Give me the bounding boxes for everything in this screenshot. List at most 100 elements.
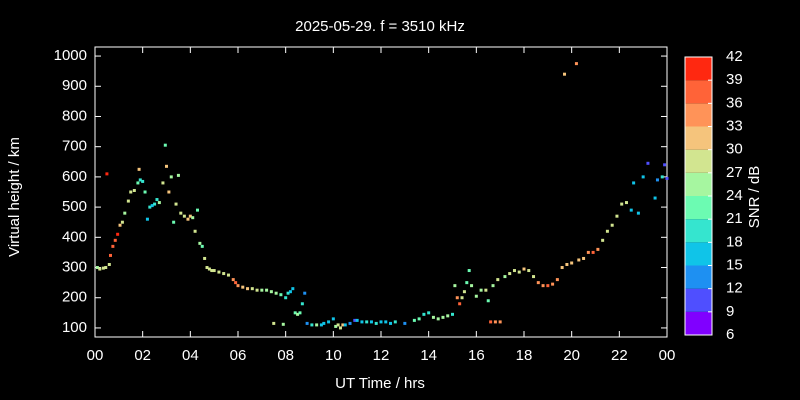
- data-point: [577, 258, 581, 262]
- data-point: [453, 284, 457, 288]
- data-point: [143, 190, 147, 194]
- data-point: [532, 275, 536, 279]
- data-point: [517, 270, 521, 274]
- data-point: [467, 269, 471, 273]
- x-tick-label: 06: [230, 347, 247, 364]
- colorbar-bin: [685, 172, 712, 196]
- colorbar-label: SNR / dB: [746, 166, 763, 229]
- data-point: [246, 287, 250, 291]
- colorbar-tick-label: 33: [726, 117, 743, 134]
- data-point: [198, 241, 202, 245]
- data-point: [145, 217, 149, 221]
- colorbar-tick-label: 12: [726, 280, 743, 297]
- data-point: [560, 266, 564, 270]
- data-point: [624, 201, 628, 205]
- data-point: [441, 315, 445, 319]
- data-point: [427, 311, 431, 315]
- data-point: [118, 223, 122, 227]
- colorbar-tick-label: 21: [726, 210, 743, 227]
- data-point: [431, 315, 435, 319]
- data-point: [512, 269, 516, 273]
- data-point: [101, 266, 105, 270]
- colorbar-tick-label: 6: [726, 326, 734, 343]
- x-tick-label: 02: [134, 347, 151, 364]
- colorbar-bin: [685, 242, 712, 266]
- x-tick-label: 20: [563, 347, 580, 364]
- data-point: [486, 299, 490, 303]
- data-point: [193, 229, 197, 233]
- data-point: [374, 321, 378, 325]
- data-point: [281, 322, 285, 326]
- data-point: [417, 317, 421, 321]
- data-point: [665, 176, 669, 180]
- x-tick-label: 10: [325, 347, 342, 364]
- y-tick-label: 1000: [54, 47, 87, 64]
- data-point: [412, 318, 416, 322]
- data-point: [226, 273, 230, 277]
- colorbar-bin: [685, 103, 712, 127]
- data-point: [174, 202, 178, 206]
- data-point: [389, 321, 393, 325]
- data-point: [384, 320, 388, 324]
- colorbar-tick-label: 24: [726, 187, 743, 204]
- data-point: [107, 263, 111, 266]
- data-point: [120, 220, 124, 224]
- data-point: [296, 312, 300, 316]
- colorbar-bin: [685, 288, 712, 312]
- colorbar-tick-label: 39: [726, 71, 743, 88]
- data-point: [663, 163, 667, 167]
- data-point: [210, 269, 214, 273]
- data-point: [615, 214, 619, 218]
- data-point: [148, 205, 152, 209]
- y-axis-label: Virtual height / km: [6, 137, 23, 257]
- data-point: [272, 321, 276, 325]
- data-point: [436, 317, 440, 321]
- data-point: [527, 269, 531, 273]
- data-point: [338, 326, 342, 330]
- data-point: [165, 164, 168, 168]
- data-point: [169, 175, 173, 179]
- data-point: [555, 278, 559, 282]
- data-point: [620, 202, 624, 206]
- data-point: [310, 323, 314, 327]
- data-point: [646, 161, 650, 165]
- data-point: [629, 208, 633, 212]
- data-point: [460, 296, 464, 300]
- data-point: [660, 175, 664, 179]
- data-point: [172, 220, 176, 224]
- data-point: [200, 244, 204, 248]
- data-point: [111, 244, 115, 248]
- y-tick-label: 500: [62, 198, 87, 215]
- colorbar-tick-label: 9: [726, 303, 734, 320]
- y-tick-label: 300: [62, 258, 87, 275]
- data-point: [182, 214, 186, 218]
- data-point: [503, 275, 507, 279]
- data-point: [601, 238, 605, 242]
- data-point: [155, 198, 159, 202]
- data-point: [269, 290, 273, 294]
- colorbar-tick-label: 42: [726, 48, 743, 65]
- data-point: [327, 320, 331, 324]
- data-point: [212, 269, 216, 273]
- x-tick-label: 16: [468, 347, 485, 364]
- data-point: [360, 320, 364, 324]
- data-point: [403, 321, 407, 325]
- colorbar-tick-label: 15: [726, 256, 743, 273]
- data-point: [496, 278, 500, 282]
- colorbar-bin: [685, 126, 712, 150]
- x-tick-label: 00: [659, 347, 676, 364]
- y-tick-label: 200: [62, 289, 87, 306]
- data-point: [574, 62, 578, 66]
- data-point: [167, 190, 171, 194]
- data-point: [95, 266, 99, 270]
- data-point: [234, 281, 238, 285]
- data-point: [315, 323, 319, 327]
- data-point: [365, 320, 369, 324]
- data-point: [132, 188, 136, 192]
- data-point: [188, 214, 192, 218]
- colorbar-tick-label: 18: [726, 233, 743, 250]
- x-tick-label: 22: [611, 347, 628, 364]
- y-tick-label: 900: [62, 77, 87, 94]
